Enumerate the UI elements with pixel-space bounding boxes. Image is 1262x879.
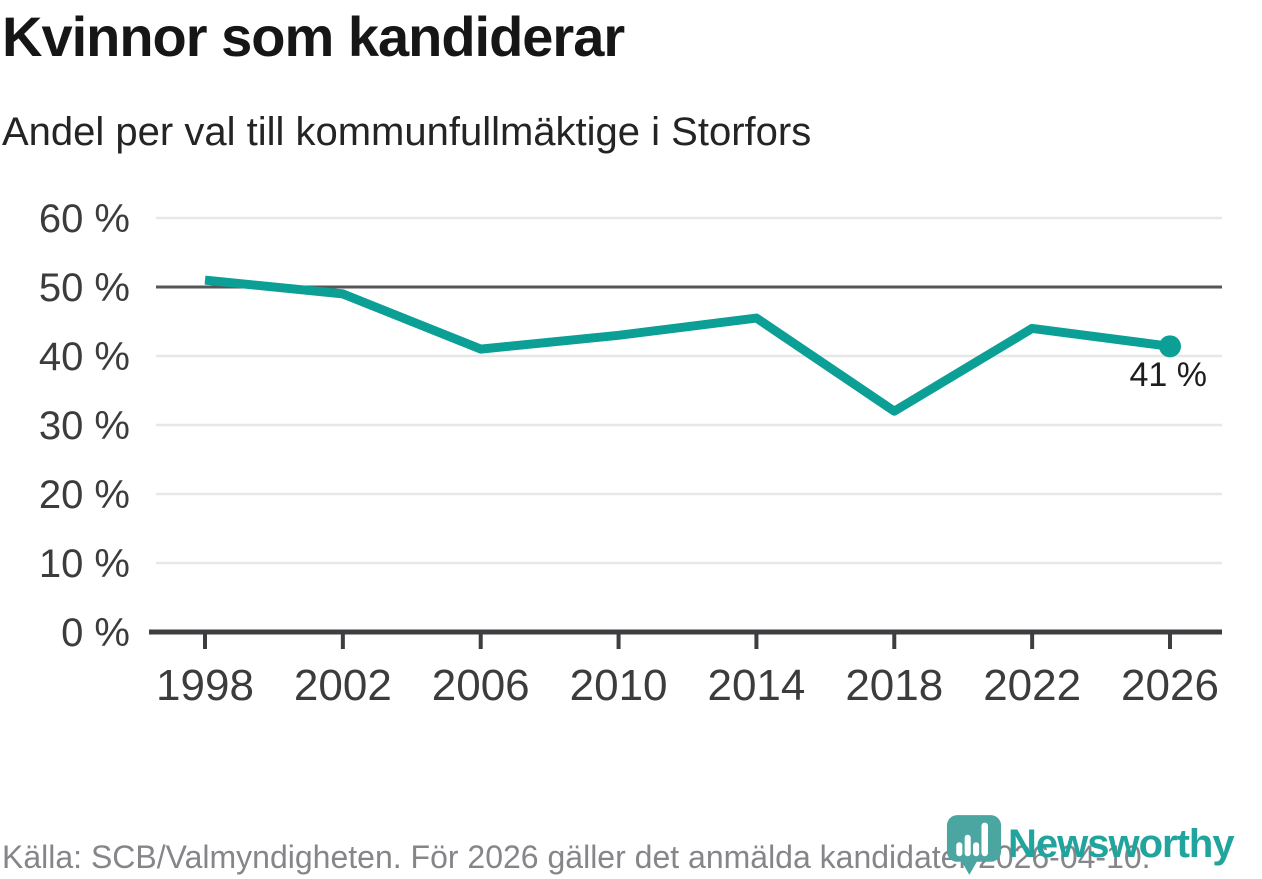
chart-subtitle: Andel per val till kommunfullmäktige i S… [2,110,812,154]
x-tick-label: 2006 [432,661,530,710]
y-tick-label: 50 % [39,266,130,310]
y-tick-label: 10 % [39,542,130,586]
logo-bar-4 [981,822,988,857]
end-value-label: 41 % [1130,356,1208,394]
logo-bar-3 [973,842,980,857]
newsworthy-logo: Newsworthy [946,814,1262,878]
x-tick-label: 2002 [294,661,392,710]
x-tick-label: 2018 [845,661,943,710]
y-tick-label: 60 % [39,197,130,241]
x-tick-label: 2010 [570,661,668,710]
x-tick-label: 2014 [707,661,805,710]
x-tick-label: 2026 [1121,661,1219,710]
logo-bar-1 [956,842,963,857]
trend-line [204,275,1171,416]
newsworthy-logo-text: Newsworthy [1008,822,1235,866]
page-title: Kvinnor som kandiderar [2,5,625,68]
y-tick-label: 30 % [39,404,130,448]
x-tick-label: 2022 [983,661,1081,710]
y-tick-label: 0 % [61,611,130,655]
y-tick-label: 40 % [39,335,130,379]
end-point-marker [1159,335,1181,358]
newsworthy-pin-icon [946,815,1002,875]
x-tick-label: 1998 [156,661,254,710]
logo-bar-2 [964,834,971,857]
y-tick-label: 20 % [39,473,130,517]
